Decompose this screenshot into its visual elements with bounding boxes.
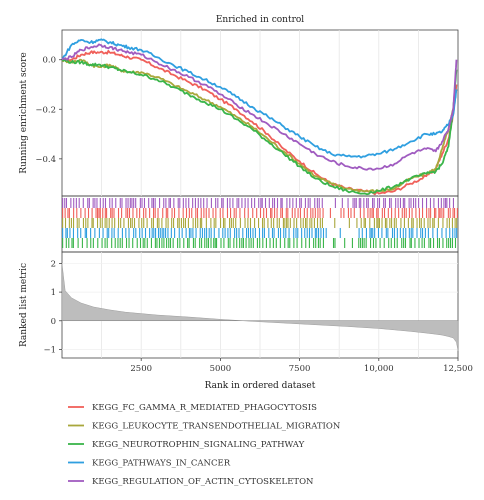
x-tick-label: 5000 xyxy=(210,364,232,374)
y-axis-label-metric: Ranked list metric xyxy=(19,263,29,347)
legend-label: KEGG_LEUKOCYTE_TRANSENDOTHELIAL_MIGRATIO… xyxy=(92,422,341,432)
metric-area xyxy=(61,263,459,351)
es-series-line xyxy=(61,58,458,196)
y-axis-label-es: Running enrichment score xyxy=(19,52,29,173)
es-series-line xyxy=(61,43,458,171)
legend-label: KEGG_REGULATION_OF_ACTIN_CYTOSKELETON xyxy=(92,477,314,487)
es-grid xyxy=(101,30,419,196)
legend: KEGG_FC_GAMMA_R_MEDIATED_PHAGOCYTOSIS KEG… xyxy=(68,403,341,487)
es-series-line xyxy=(61,38,458,159)
axis-ticks-group: 0.0 −0.2 −0.4 2 1 0 −1 2500 5000 7500 10,000 12,500 xyxy=(35,56,473,374)
y-tick-label: 0 xyxy=(51,317,56,327)
x-tick-label: 12,500 xyxy=(443,364,473,374)
y-tick-label: −0.2 xyxy=(35,105,56,115)
x-tick-label: 7500 xyxy=(289,364,311,374)
es-lines-group xyxy=(61,38,458,196)
legend-label: KEGG_NEUROTROPHIN_SIGNALING_PATHWAY xyxy=(92,440,305,450)
es-series-line xyxy=(61,49,458,196)
y-tick-label: −1 xyxy=(43,345,56,355)
y-tick-label: 1 xyxy=(51,288,56,298)
x-tick-label: 10,000 xyxy=(364,364,394,374)
metric-grid xyxy=(62,252,458,358)
legend-label: KEGG_PATHWAYS_IN_CANCER xyxy=(92,459,231,469)
hit-ticks-group xyxy=(62,198,458,248)
x-tick-label: 2500 xyxy=(130,364,152,374)
chart-title: Enriched in control xyxy=(216,15,304,25)
legend-label: KEGG_FC_GAMMA_R_MEDIATED_PHAGOCYTOSIS xyxy=(92,403,317,413)
x-axis-label: Rank in ordered dataset xyxy=(205,381,316,391)
y-tick-label: −0.4 xyxy=(35,155,56,165)
y-tick-label: 0.0 xyxy=(42,56,56,66)
es-series-line xyxy=(61,58,458,194)
metric-area-group xyxy=(61,263,459,351)
y-tick-label: 2 xyxy=(51,259,56,269)
